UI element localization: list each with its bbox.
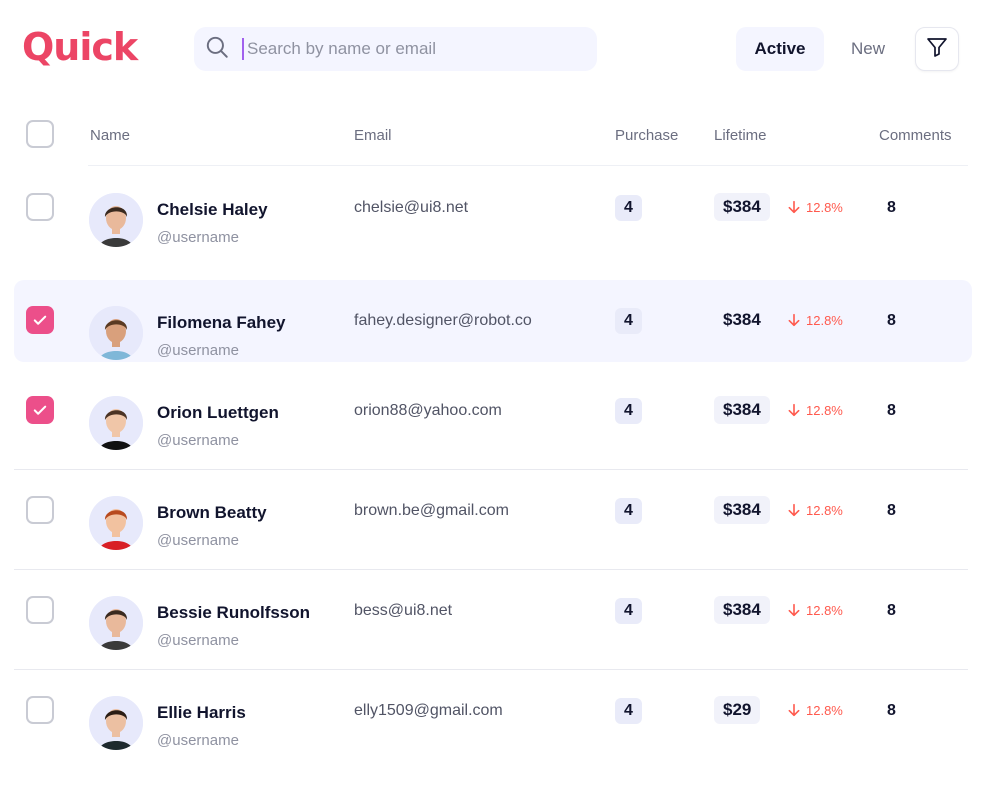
comments-count: 8	[887, 702, 896, 719]
arrow-down-icon	[788, 603, 800, 617]
purchase-badge: 4	[615, 308, 642, 334]
header-comments: Comments	[879, 127, 952, 144]
customer-email[interactable]: orion88@yahoo.com	[354, 402, 502, 419]
row-checkbox[interactable]	[26, 596, 54, 624]
lifetime-value: $29	[714, 696, 761, 724]
trend-indicator: 12.8%	[786, 402, 843, 418]
arrow-down-icon	[788, 200, 800, 214]
purchase-badge: 4	[615, 498, 642, 524]
customer-username: @username	[157, 632, 239, 649]
filter-icon	[925, 35, 949, 64]
trend-indicator: 12.8%	[786, 602, 843, 618]
avatar	[89, 193, 143, 247]
comments-count: 8	[887, 602, 896, 619]
customer-name[interactable]: Brown Beatty	[157, 503, 267, 522]
divider	[14, 469, 968, 470]
divider	[14, 669, 968, 670]
avatar	[89, 306, 143, 360]
customer-email[interactable]: bess@ui8.net	[354, 602, 453, 619]
table-row-highlight	[14, 280, 972, 362]
header-email: Email	[354, 127, 392, 144]
filter-button[interactable]	[915, 27, 959, 71]
customer-email[interactable]: chelsie@ui8.net	[354, 199, 469, 216]
row-checkbox[interactable]	[26, 496, 54, 524]
customer-name[interactable]: Chelsie Haley	[157, 200, 268, 219]
trend-percent: 12.8%	[806, 602, 843, 618]
checkmark-icon	[33, 405, 47, 415]
customer-email[interactable]: fahey.designer@robot.co	[354, 312, 532, 329]
trend-percent: 12.8%	[806, 402, 843, 418]
trend-percent: 12.8%	[806, 702, 843, 718]
divider	[88, 165, 968, 166]
lifetime-value: $384	[723, 310, 761, 329]
header-lifetime: Lifetime	[714, 127, 767, 144]
lifetime-value: $384	[714, 193, 770, 221]
arrow-down-icon	[788, 703, 800, 717]
tab-new[interactable]: New	[850, 39, 885, 58]
row-checkbox[interactable]	[26, 396, 54, 424]
trend-indicator: 12.8%	[786, 702, 843, 718]
customer-username: @username	[157, 342, 239, 359]
avatar	[89, 496, 143, 550]
arrow-down-icon	[788, 503, 800, 517]
customer-username: @username	[157, 432, 239, 449]
checkmark-icon	[33, 315, 47, 325]
purchase-badge: 4	[615, 698, 642, 724]
comments-count: 8	[887, 402, 896, 419]
select-all-checkbox[interactable]	[26, 120, 54, 148]
row-checkbox[interactable]	[26, 696, 54, 724]
trend-indicator: 12.8%	[786, 312, 843, 328]
customer-username: @username	[157, 732, 239, 749]
lifetime-value: $384	[714, 596, 770, 624]
customer-email[interactable]: elly1509@gmail.com	[354, 702, 503, 719]
trend-percent: 12.8%	[806, 199, 843, 215]
customer-name[interactable]: Filomena Fahey	[157, 313, 286, 332]
comments-count: 8	[887, 502, 896, 519]
purchase-badge: 4	[615, 195, 642, 221]
arrow-down-icon	[788, 313, 800, 327]
lifetime-value: $384	[714, 396, 770, 424]
row-checkbox[interactable]	[26, 193, 54, 221]
table-header: Name Email Purchase Lifetime Comments	[0, 113, 986, 157]
search-bar[interactable]	[194, 27, 597, 71]
trend-percent: 12.8%	[806, 312, 843, 328]
search-icon	[204, 34, 230, 65]
customer-username: @username	[157, 532, 239, 549]
lifetime-value: $384	[714, 496, 770, 524]
avatar	[89, 396, 143, 450]
customer-name[interactable]: Bessie Runolfsson	[157, 603, 311, 622]
trend-percent: 12.8%	[806, 502, 843, 518]
customer-username: @username	[157, 229, 239, 246]
header-name: Name	[90, 127, 131, 144]
trend-indicator: 12.8%	[786, 199, 843, 215]
purchase-badge: 4	[615, 598, 642, 624]
row-checkbox[interactable]	[26, 306, 54, 334]
avatar	[89, 596, 143, 650]
tab-active[interactable]: Active	[736, 27, 824, 71]
search-input[interactable]	[247, 39, 567, 59]
header-purchase: Purchase	[615, 127, 679, 144]
comments-count: 8	[887, 199, 896, 216]
divider	[14, 569, 968, 570]
customer-email[interactable]: brown.be@gmail.com	[354, 502, 509, 519]
customer-name[interactable]: Ellie Harris	[157, 703, 246, 722]
avatar	[89, 696, 143, 750]
arrow-down-icon	[788, 403, 800, 417]
purchase-badge: 4	[615, 398, 642, 424]
text-caret	[242, 38, 244, 60]
logo: Quick	[22, 25, 138, 69]
comments-count: 8	[887, 312, 896, 329]
customer-name[interactable]: Orion Luettgen	[157, 403, 279, 422]
trend-indicator: 12.8%	[786, 502, 843, 518]
